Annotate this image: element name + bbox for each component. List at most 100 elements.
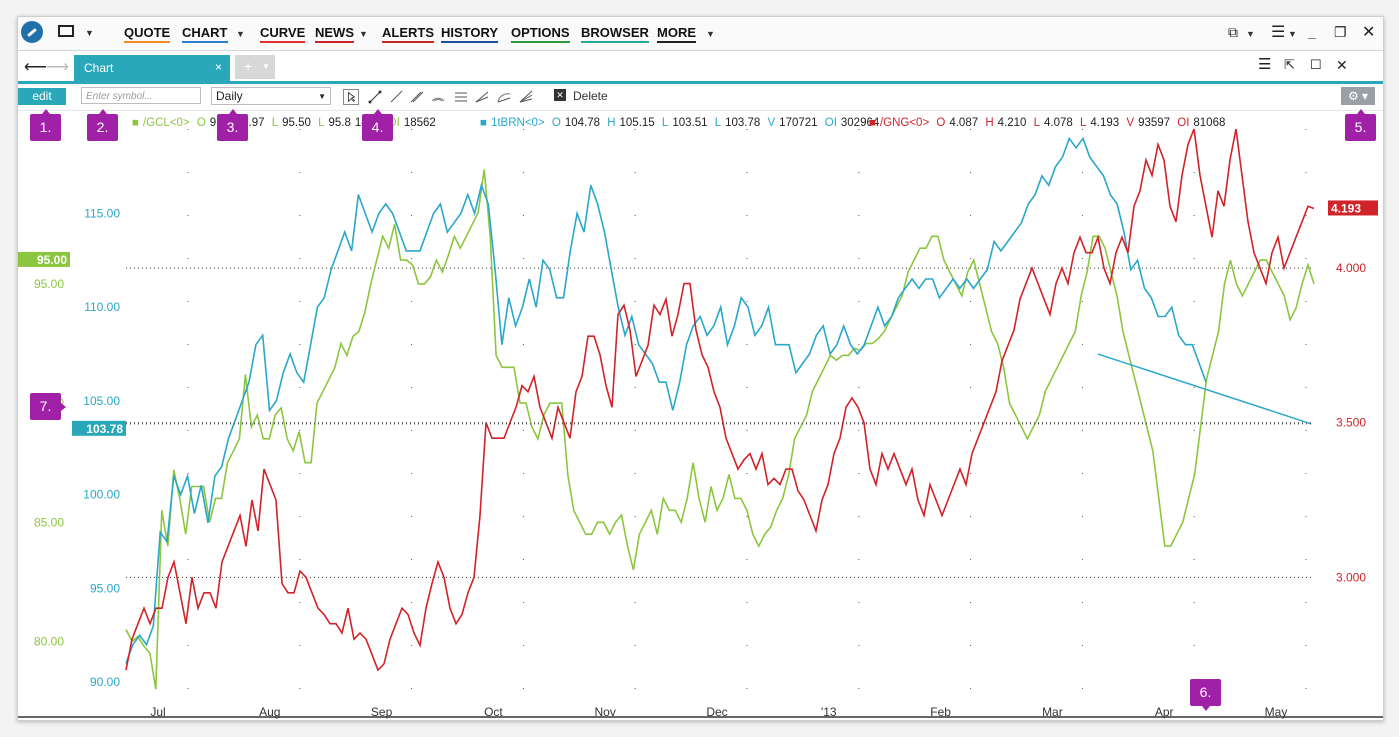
arc-tool-icon[interactable] [430, 89, 446, 105]
close-icon[interactable]: ✕ [1362, 24, 1376, 41]
chevron-down-icon[interactable]: ▼ [359, 29, 368, 39]
legend-gng: ■/GNG<0> O 4.087 H 4.210 L 4.078 L 4.193 V 93… [869, 117, 1229, 129]
legend-swatch-brn: ■ [480, 117, 487, 129]
pointer-tool-icon[interactable] [343, 89, 359, 105]
tab-close-icon[interactable]: × [214, 60, 222, 74]
last-value-tag-brn: 103.78 [86, 422, 123, 436]
legend-label-last: L [714, 117, 722, 129]
popout-icon[interactable]: ⇱ [1284, 57, 1295, 72]
period-select[interactable]: Daily ▼ [211, 87, 331, 105]
chevron-down-icon: ▼ [318, 92, 326, 101]
menu-history[interactable]: HISTORY [441, 26, 499, 43]
chevron-down-icon[interactable]: ▼ [85, 28, 94, 38]
tab-menu-icon[interactable]: ☰ [1258, 56, 1272, 73]
legend-value-oi: 302964 [840, 117, 880, 129]
legend-value-low: 103.51 [672, 117, 708, 129]
close-icon[interactable]: ✕ [1336, 57, 1348, 73]
x-tick-label: Oct [484, 705, 503, 719]
x-tick-label: Aug [259, 705, 280, 719]
last-value-tag-gcl: 95.00 [37, 253, 67, 267]
menu-more[interactable]: MORE [657, 26, 696, 43]
edit-button[interactable]: edit [18, 88, 66, 105]
last-value-tag-gng-bg [1328, 200, 1378, 216]
menu-news[interactable]: NEWS [315, 26, 354, 43]
legend-value-oi: 18562 [403, 117, 436, 129]
restore-icon[interactable]: ❐ [1334, 24, 1347, 40]
legend-label-last: L [1080, 117, 1087, 129]
legend-symbol-gng: /GNG<0> [879, 117, 930, 129]
chevron-down-icon[interactable]: ▼ [706, 29, 715, 39]
legend-label-high: H [985, 117, 994, 129]
chevron-down-icon[interactable]: ▼ [236, 29, 245, 39]
x-tick-label: Feb [930, 705, 951, 719]
symbol-input[interactable]: Enter symbol... [81, 87, 201, 104]
app-window: ▼ QUOTE CHART ▼ CURVE NEWS ▼ ALERTS HIST… [17, 16, 1384, 721]
x-tick-label: Mar [1042, 705, 1063, 719]
menu-alerts[interactable]: ALERTS [382, 26, 434, 43]
speed-line-tool-icon[interactable] [474, 89, 490, 105]
ray-tool-icon[interactable] [388, 89, 404, 105]
legend-value-oi: 81068 [1193, 117, 1226, 129]
legend-value-volume: 93597 [1138, 117, 1171, 129]
series-line-tbrn [125, 136, 1207, 664]
y-tick-label-brn: 105.00 [83, 394, 120, 408]
menu-options[interactable]: OPTIONS [511, 26, 570, 43]
y-tick-label-gcl: 85.00 [34, 515, 64, 529]
fibonacci-tool-icon[interactable] [408, 89, 424, 105]
forward-arrow-icon[interactable]: ⟶ [46, 59, 69, 76]
chevron-down-icon[interactable]: ▼ [1246, 29, 1255, 39]
legend-value-open: 104.78 [564, 117, 600, 129]
callout-badge-3: 3. [217, 109, 248, 141]
back-arrow-icon[interactable]: ⟵ [24, 59, 47, 76]
tab-label: Chart [84, 61, 114, 75]
x-tick-label: May [1265, 705, 1288, 719]
add-tab-button[interactable]: + ▼ [235, 55, 275, 79]
hamburger-menu-icon[interactable]: ☰ [1271, 24, 1286, 41]
period-value: Daily [216, 89, 243, 103]
x-tick-label: Dec [706, 705, 727, 719]
y-tick-label-brn: 90.00 [90, 675, 120, 689]
legend-label-oi: OI [1177, 117, 1190, 129]
legend-swatch-gcl: ■ [132, 117, 139, 129]
legend-value-volume: 170721 [779, 117, 818, 129]
legend-label-oi: OI [824, 117, 837, 129]
y-tick-label-brn: 115.00 [84, 206, 120, 220]
series-line-gng [125, 128, 1315, 672]
legend-value-open: 9 [209, 117, 217, 129]
legend-symbol-brn: 1tBRN<0> [490, 117, 545, 129]
y-tick-label-gcl: 80.00 [34, 634, 64, 648]
price-chart[interactable]: Jul Aug Sep Oct Nov Dec '13 Feb Mar Apr May 95.00 90… [18, 17, 1383, 720]
callout-badge-7: 7. [30, 393, 66, 420]
chevron-down-icon[interactable]: ▼ [1288, 29, 1297, 39]
legend-value-last: 95.8 [328, 117, 351, 129]
settings-button[interactable]: ⚙ ▾ [1341, 87, 1375, 105]
legend-swatch-gng: ■ [869, 117, 876, 129]
y-tick-label-gng: 3.000 [1336, 570, 1366, 584]
x-tick-label: Sep [371, 705, 393, 719]
legend-symbol-gcl: /GCL<0> [142, 117, 190, 129]
legend-value-low: 95.50 [282, 117, 311, 129]
channel-tool-icon[interactable] [453, 89, 469, 105]
y-tick-label-brn: 95.00 [90, 581, 120, 595]
legend-label-low: L [661, 117, 669, 129]
legend-label-volume: V [767, 117, 776, 129]
tab-chart[interactable]: Chart × [74, 55, 230, 81]
delete-label[interactable]: Delete [573, 89, 608, 103]
line-tool-icon[interactable] [367, 89, 383, 105]
legend-value-low: 4.078 [1044, 117, 1073, 129]
chart-toolbar: edit Enter symbol... Daily ▼ ✕ Delete ⚙ … [18, 84, 1383, 111]
gann-fan-tool-icon[interactable] [518, 89, 534, 105]
app-logo-icon[interactable] [21, 21, 43, 43]
menu-quote[interactable]: QUOTE [124, 26, 171, 43]
menu-chart[interactable]: CHART [182, 26, 228, 43]
layout-icon[interactable]: ⧉ [1228, 24, 1238, 40]
menu-curve[interactable]: CURVE [260, 26, 306, 43]
new-window-icon[interactable] [58, 25, 74, 37]
legend-label-open: O [936, 117, 946, 129]
x-tick-label: Nov [595, 705, 616, 719]
maximize-icon[interactable]: ☐ [1310, 57, 1322, 72]
speed-arc-tool-icon[interactable] [496, 89, 512, 105]
minimize-icon[interactable]: _ [1308, 24, 1316, 40]
delete-icon[interactable]: ✕ [554, 89, 566, 101]
menu-browser[interactable]: BROWSER [581, 26, 649, 43]
